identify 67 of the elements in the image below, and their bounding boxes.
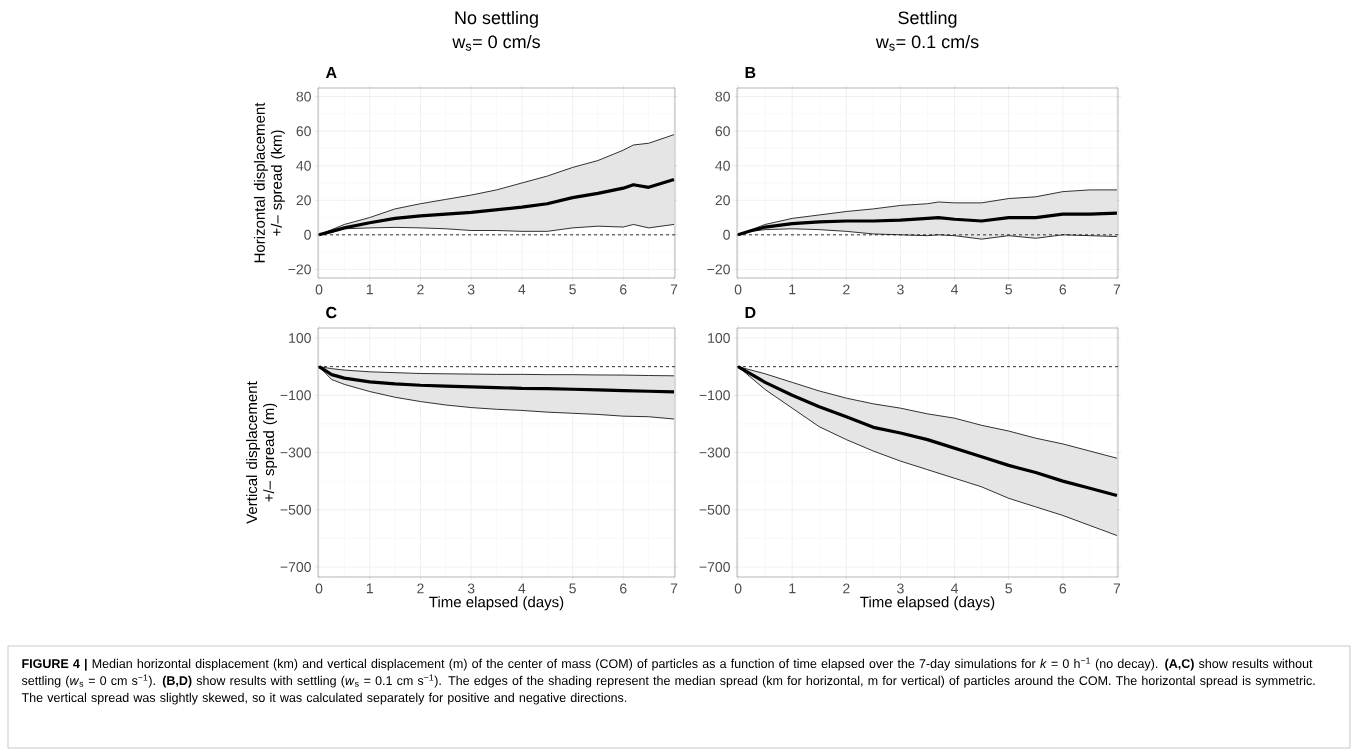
y-tick-label: −700 <box>699 562 730 572</box>
x-tick-label: 6 <box>1059 583 1067 594</box>
x-tick-label: 3 <box>897 583 904 594</box>
y-axis-title: Horizontal displacement +/– spread (km) <box>253 102 285 263</box>
x-tick-label: 6 <box>620 284 627 295</box>
y-tick-label: 20 <box>296 195 311 206</box>
x-tick-label: 0 <box>734 284 742 295</box>
y-tick-label: 100 <box>289 333 311 343</box>
x-tick-label: 4 <box>950 284 959 295</box>
x-tick-label: 3 <box>467 284 475 295</box>
x-tick-label: 1 <box>366 583 373 594</box>
x-tick-label: 7 <box>670 284 678 295</box>
x-tick-label: 2 <box>843 284 850 295</box>
x-axis-title: Time elapsed (days) <box>860 596 995 611</box>
y-tick-label: 20 <box>715 195 730 206</box>
x-tick-label: 3 <box>467 583 475 594</box>
y-tick-label: 60 <box>715 126 730 137</box>
x-tick-label: 5 <box>569 284 576 295</box>
chart-title: No settling <box>455 10 538 28</box>
y-tick-label: −300 <box>699 447 730 458</box>
y-axis-title: Vertical displacement +/– spread (m) <box>246 381 278 524</box>
y-tick-label: −20 <box>707 264 730 275</box>
x-tick-label: 0 <box>315 284 323 295</box>
text: FIGURE 4 | Median horizontal displacement (km) and vertical displacement (m) of the center of mass (COM) of particles as a function of time elapsed over the 7-day simulations for k = 0 h$^{−1}$ (no decay). (A,C) show results without settling (w$_{s}$ = 0 cm s$^{−1}$). (B,D) show results with settling (w$_{s}$ = 0.1 cm s$^{−1}$). The edges of the shading represent the median spread (km for horizontal, m for vertical) of particles around the COM. The horizontal spread is symmetric. The vertical spread was slightly skewed, so it was calculated separately for positive and negative directions. <box>21 657 1315 705</box>
x-tick-label: 5 <box>569 583 576 594</box>
y-tick-label: 100 <box>708 333 730 343</box>
text: C <box>326 306 337 319</box>
x-tick-label: 4 <box>950 583 959 594</box>
y-tick-label: −500 <box>280 504 311 515</box>
y-tick-label: 40 <box>715 160 730 171</box>
chart-subtitle: w$_{s}$= 0 cm/s <box>452 34 541 51</box>
y-tick-label: 40 <box>296 160 311 171</box>
y-tick-label: 80 <box>296 91 311 102</box>
x-tick-label: 7 <box>1113 583 1121 594</box>
x-tick-label: 2 <box>417 583 424 594</box>
y-tick-label: −100 <box>699 390 730 401</box>
y-tick-label: 60 <box>296 126 311 137</box>
x-tick-label: 2 <box>843 583 850 594</box>
x-tick-label: 5 <box>1005 583 1012 594</box>
x-tick-label: 4 <box>518 284 526 295</box>
x-axis-title: Time elapsed (days) <box>429 596 564 611</box>
x-tick-label: 3 <box>897 284 904 295</box>
text: D <box>745 307 756 319</box>
text: B <box>745 66 756 78</box>
y-tick-label: −500 <box>699 504 730 515</box>
x-tick-label: 2 <box>417 284 424 295</box>
text: A <box>325 66 337 78</box>
y-tick-label: 80 <box>715 91 730 102</box>
x-tick-label: 1 <box>366 284 373 295</box>
chart-title: Settling <box>898 10 957 28</box>
x-tick-label: 0 <box>734 583 742 594</box>
x-tick-label: 4 <box>518 583 526 594</box>
x-tick-label: 7 <box>1113 284 1121 295</box>
y-tick-label: −100 <box>280 390 311 401</box>
x-tick-label: 1 <box>789 284 796 295</box>
y-tick-label: −20 <box>288 264 311 275</box>
x-tick-label: 6 <box>620 583 627 594</box>
y-tick-label: 0 <box>723 229 730 240</box>
x-tick-label: 1 <box>789 583 796 594</box>
y-tick-label: −300 <box>280 447 311 458</box>
y-tick-label: −700 <box>280 562 311 572</box>
x-tick-label: 5 <box>1005 284 1012 295</box>
chart-subtitle: w$_{s}$= 0.1 cm/s <box>875 34 979 51</box>
y-tick-label: 0 <box>304 229 311 240</box>
x-tick-label: 7 <box>670 583 678 594</box>
x-tick-label: 6 <box>1059 284 1067 295</box>
x-tick-label: 0 <box>315 583 323 594</box>
